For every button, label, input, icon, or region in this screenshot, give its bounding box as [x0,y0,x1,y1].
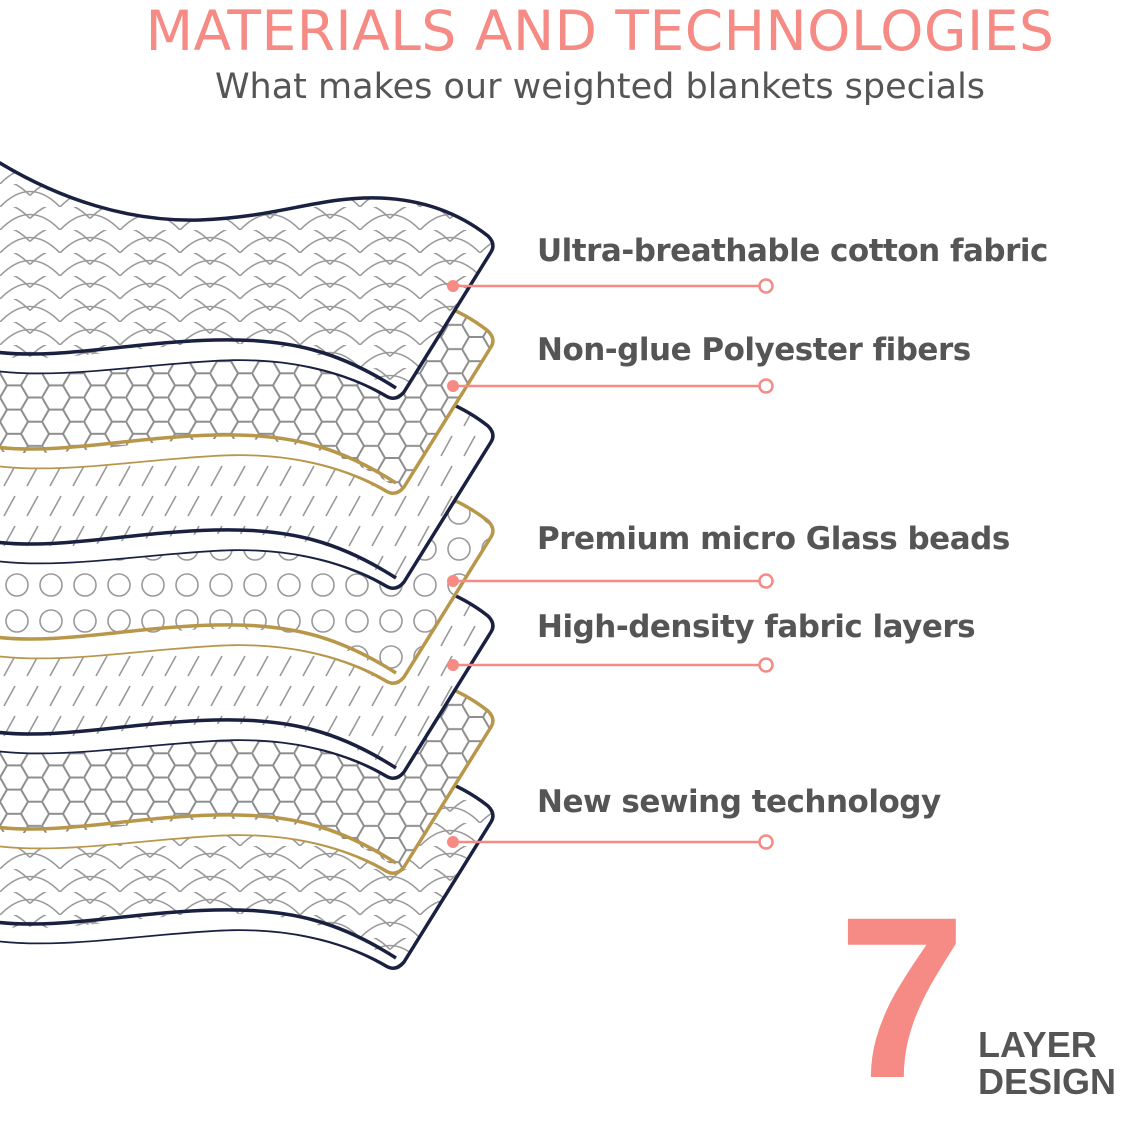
badge-number: 7 [838,869,966,1126]
blanket-layers-illustration [0,160,774,970]
label-sewing-technology: New sewing technology [537,784,941,820]
leader-line-4 [447,657,774,673]
page-title: MATERIALS AND TECHNOLOGIES [145,0,1055,63]
leader-line-1 [447,278,774,294]
leader-line-2 [447,378,774,394]
page-subtitle: What makes our weighted blankets special… [214,67,986,107]
label-glass-beads: Premium micro Glass beads [537,521,1010,557]
badge-line1: LAYER [978,1024,1097,1065]
label-fabric-layers: High-density fabric layers [537,609,976,645]
leader-line-3 [447,573,774,589]
leader-line-5 [447,834,774,850]
badge-line2: DESIGN [978,1061,1117,1102]
label-polyester-fibers: Non-glue Polyester fibers [537,332,971,368]
blanket-layer-1 [0,160,495,400]
label-cotton-fabric: Ultra-breathable cotton fabric [537,233,1048,269]
